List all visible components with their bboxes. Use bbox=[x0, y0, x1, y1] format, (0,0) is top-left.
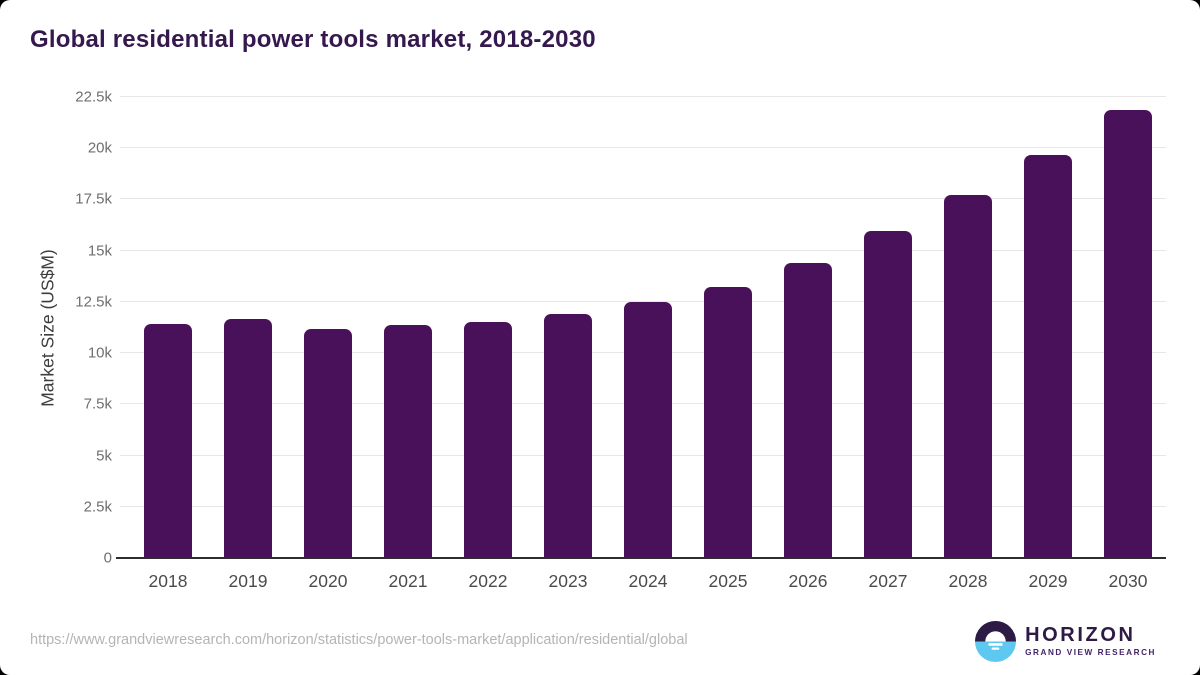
horizon-logo-icon bbox=[975, 620, 1017, 662]
horizon-logo: HORIZON GRAND VIEW RESEARCH bbox=[975, 619, 1156, 663]
logo-title: HORIZON bbox=[1025, 624, 1136, 646]
bar-slot-2019: 2019 bbox=[208, 97, 288, 591]
bar-2019[interactable] bbox=[224, 319, 272, 558]
bar-2028[interactable] bbox=[944, 195, 992, 558]
bar-slot-2024: 2024 bbox=[608, 97, 688, 591]
x-tick-label: 2024 bbox=[628, 571, 668, 591]
y-tick-label: 7.5k bbox=[83, 395, 112, 413]
bar-2021[interactable] bbox=[384, 325, 432, 558]
x-tick-label: 2018 bbox=[148, 571, 188, 591]
x-tick-label: 2023 bbox=[548, 571, 588, 591]
y-axis-tick-labels: 0 2.5k 5k 7.5k 10k 12.5k 15k 17.5k 20k 22.5k bbox=[0, 89, 112, 567]
chart-title: Global residential power tools market, 2… bbox=[30, 26, 596, 53]
bar-slot-2030: 2030 bbox=[1088, 97, 1168, 591]
horizon-logo-text: HORIZON GRAND VIEW RESEARCH bbox=[1025, 624, 1156, 658]
y-tick-label: 5k bbox=[96, 447, 112, 465]
y-tick-label: 12.5k bbox=[75, 293, 112, 311]
x-tick-label: 2022 bbox=[468, 571, 508, 591]
plot-area: 2018 2019 2020 2021 2022 2023 2024 2025 2026 2027… bbox=[116, 96, 1168, 591]
x-tick-label: 2027 bbox=[868, 571, 908, 591]
bar-slot-2022: 2022 bbox=[448, 97, 528, 591]
bar-2025[interactable] bbox=[704, 286, 752, 558]
x-tick-label: 2029 bbox=[1028, 571, 1068, 591]
bar-2018[interactable] bbox=[144, 324, 192, 558]
logo-subtitle: GRAND VIEW RESEARCH bbox=[1025, 648, 1156, 657]
x-tick-label: 2030 bbox=[1108, 571, 1148, 591]
bar-2029[interactable] bbox=[1024, 155, 1072, 558]
gridline bbox=[120, 96, 1166, 97]
bar-2020[interactable] bbox=[304, 328, 352, 558]
bar-slot-2023: 2023 bbox=[528, 97, 608, 591]
y-tick-label: 17.5k bbox=[75, 190, 112, 208]
bar-slot-2025: 2025 bbox=[688, 97, 768, 591]
bar-2023[interactable] bbox=[544, 314, 592, 558]
gridline bbox=[120, 300, 1166, 302]
y-tick-label: 10k bbox=[87, 344, 112, 362]
bar-slot-2020: 2020 bbox=[288, 97, 368, 591]
y-tick-label: 22.5k bbox=[75, 88, 112, 106]
y-tick-label: 0 bbox=[103, 549, 112, 567]
bar-2026[interactable] bbox=[784, 262, 832, 558]
x-tick-label: 2020 bbox=[308, 571, 348, 591]
bar-slot-2026: 2026 bbox=[768, 97, 848, 591]
gridline bbox=[120, 198, 1166, 200]
gridline bbox=[120, 249, 1166, 251]
bar-slot-2021: 2021 bbox=[368, 97, 448, 591]
x-tick-label: 2028 bbox=[948, 571, 988, 591]
bar-slot-2018: 2018 bbox=[128, 97, 208, 591]
y-tick-label: 15k bbox=[87, 242, 112, 260]
x-tick-label: 2021 bbox=[388, 571, 428, 591]
source-url: https://www.grandviewresearch.com/horizo… bbox=[30, 632, 688, 648]
bar-2022[interactable] bbox=[464, 322, 512, 558]
y-tick-label: 20k bbox=[87, 139, 112, 157]
x-tick-label: 2019 bbox=[228, 571, 268, 591]
bar-2030[interactable] bbox=[1104, 110, 1152, 558]
y-tick-label: 2.5k bbox=[83, 498, 112, 516]
bar-slot-2028: 2028 bbox=[928, 97, 1008, 591]
bar-2027[interactable] bbox=[864, 231, 912, 558]
bar-series: 2018 2019 2020 2021 2022 2023 2024 2025 2026 2027… bbox=[128, 97, 1168, 591]
bar-2024[interactable] bbox=[624, 301, 672, 558]
bar-slot-2029: 2029 bbox=[1008, 97, 1088, 591]
gridline bbox=[120, 147, 1166, 149]
x-tick-label: 2025 bbox=[708, 571, 748, 591]
x-tick-label: 2026 bbox=[788, 571, 828, 591]
x-axis-line bbox=[116, 557, 1166, 559]
bar-slot-2027: 2027 bbox=[848, 97, 928, 591]
